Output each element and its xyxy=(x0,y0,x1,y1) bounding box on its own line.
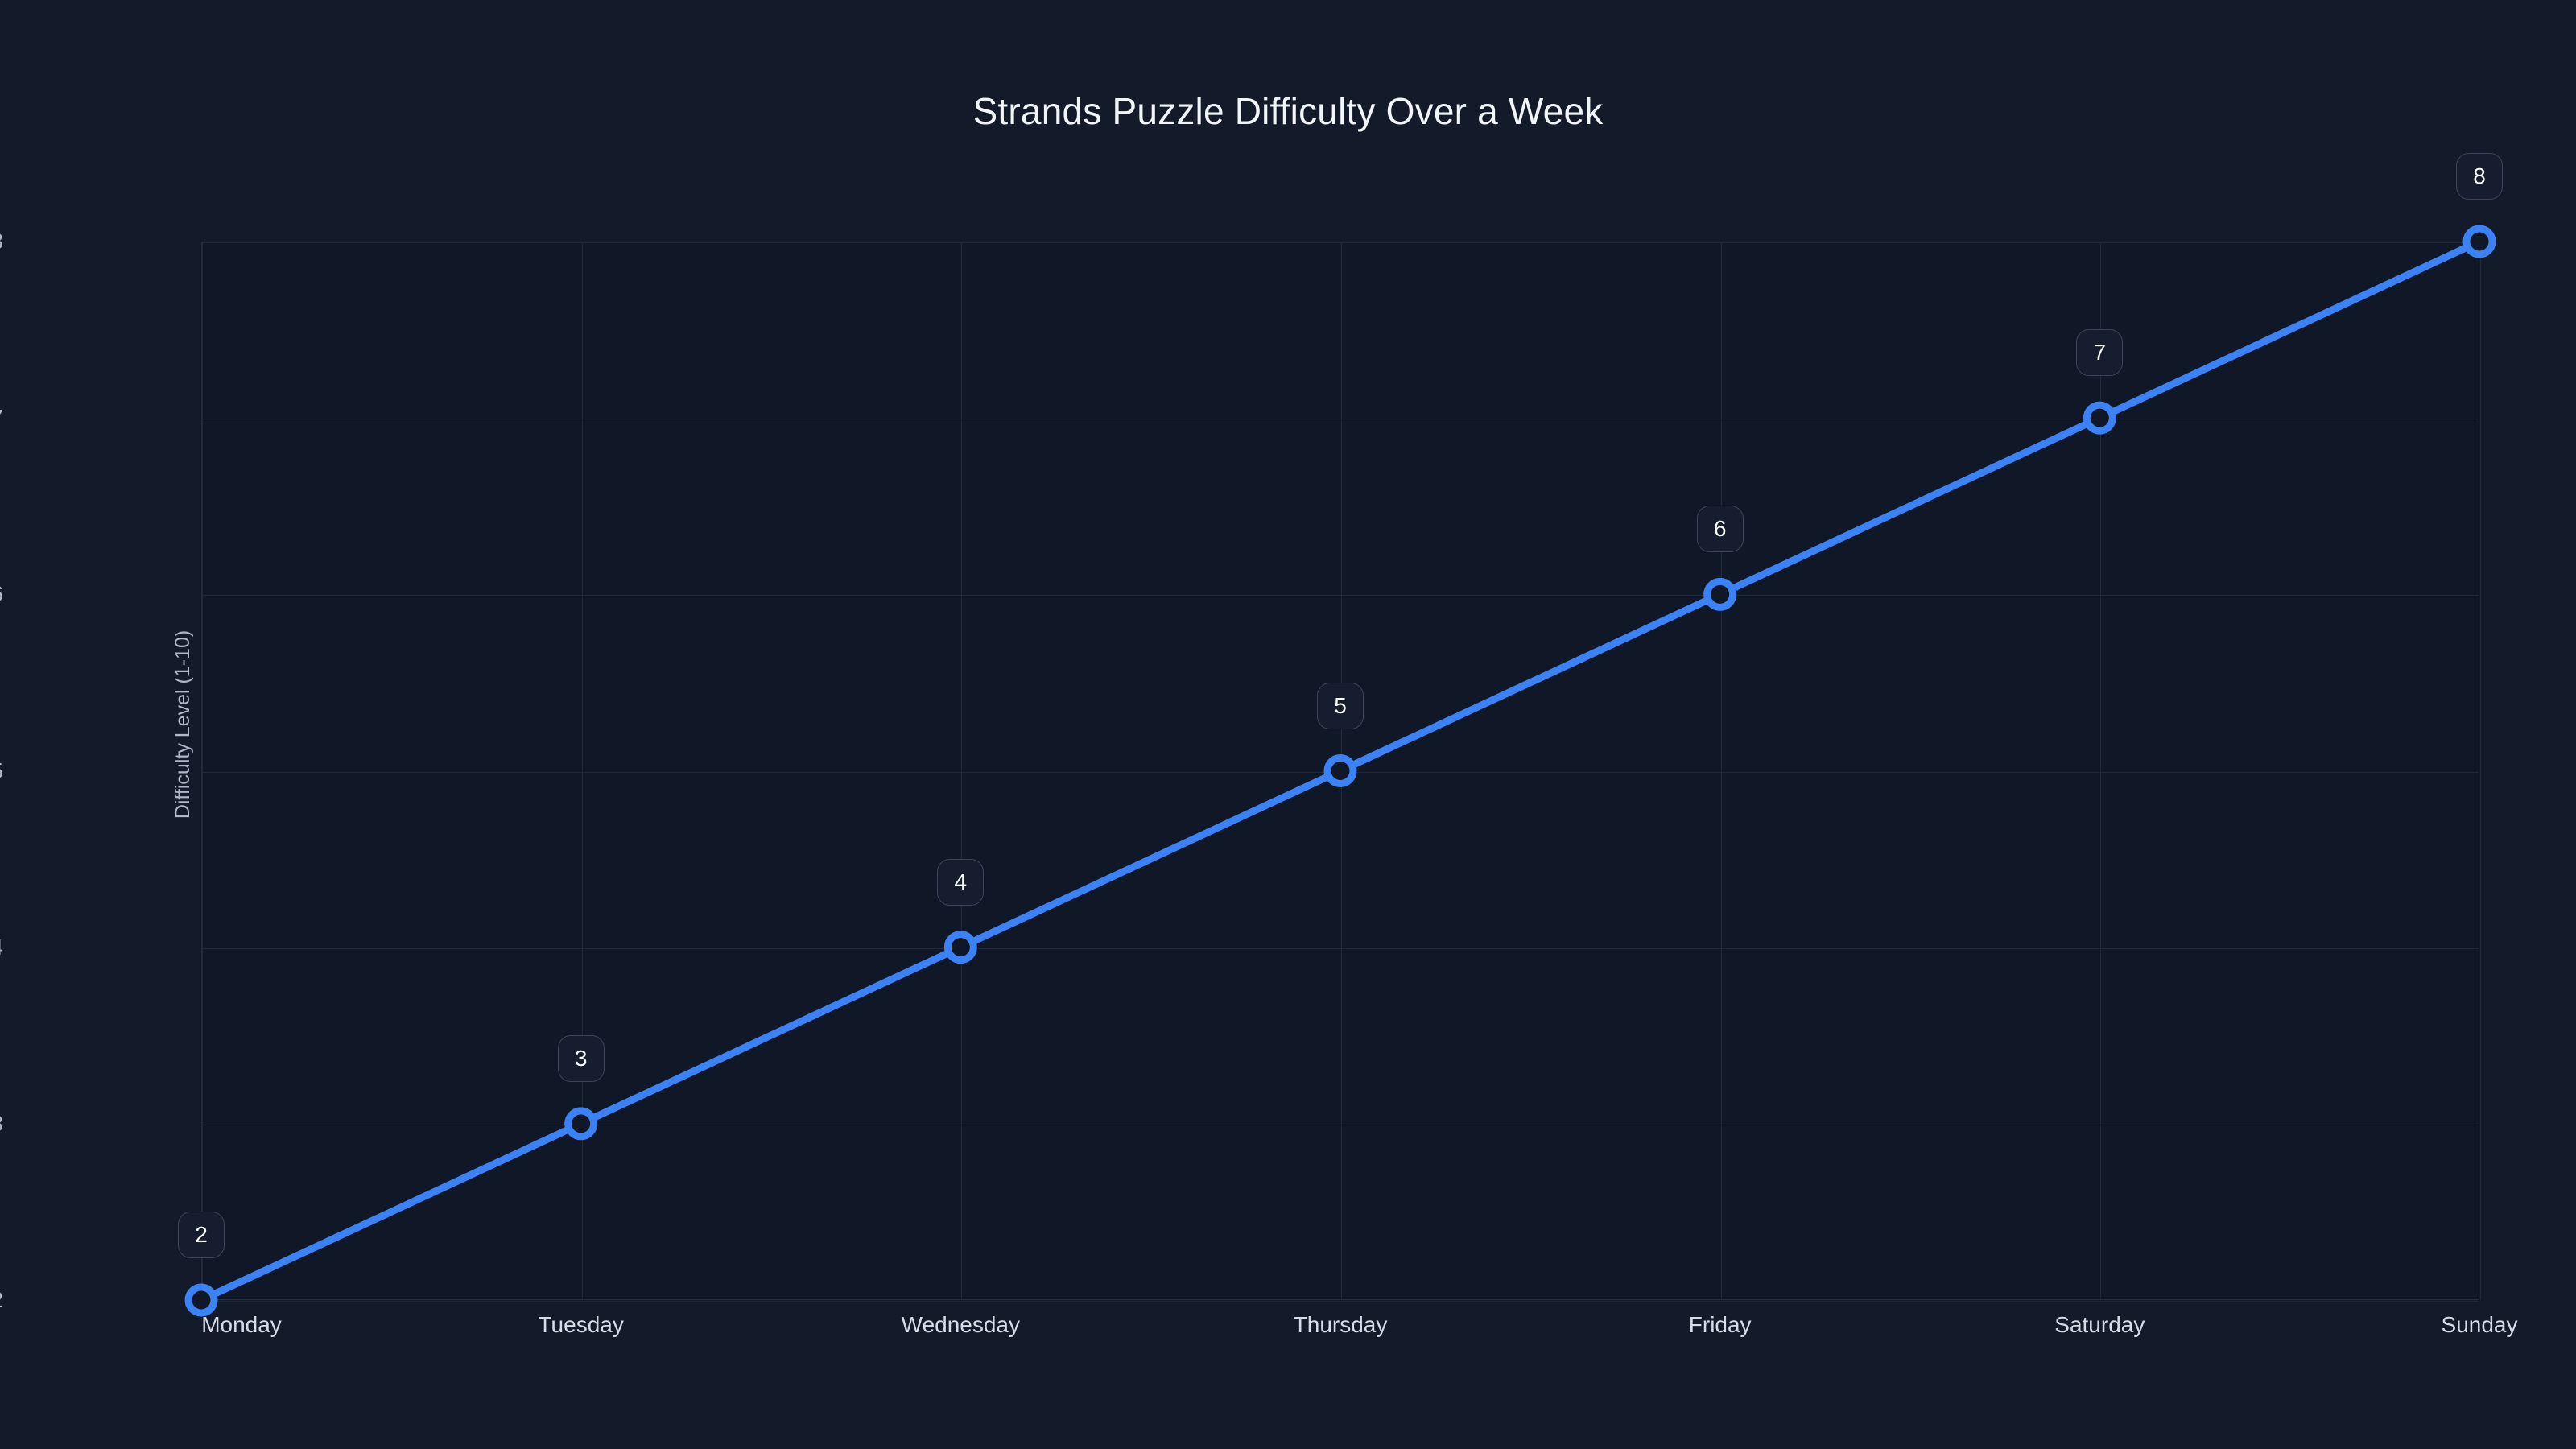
data-point-value-badge: 4 xyxy=(937,858,985,906)
data-point-value-badge: 5 xyxy=(1317,682,1364,729)
x-axis-tick-label: Tuesday xyxy=(538,1312,624,1337)
x-axis-tick-label: Saturday xyxy=(2054,1312,2145,1337)
data-point-value-badge: 2 xyxy=(178,1212,225,1258)
data-point-value-badge: 3 xyxy=(557,1034,605,1082)
y-axis-tick-label: 2 xyxy=(0,1289,3,1311)
data-point-value-badge: 8 xyxy=(2456,153,2503,200)
x-axis-tick-label: Thursday xyxy=(1293,1312,1388,1337)
x-axis-tick-label: Monday xyxy=(201,1312,282,1337)
x-axis-tick-label: Sunday xyxy=(2441,1312,2518,1337)
gridline-horizontal xyxy=(202,947,2479,949)
gridline-horizontal xyxy=(202,1301,2479,1302)
gridline-vertical xyxy=(581,242,583,1299)
gridline-vertical xyxy=(1341,242,1342,1299)
gridline-horizontal xyxy=(202,242,2479,243)
y-axis-tick-label: 5 xyxy=(0,759,3,782)
data-point-value-badge: 6 xyxy=(1696,506,1744,553)
gridline-vertical xyxy=(2480,242,2481,1299)
gridline-vertical xyxy=(961,242,963,1299)
y-axis-tick-label: 6 xyxy=(0,583,3,605)
y-axis-title: Difficulty Level (1-10) xyxy=(171,630,195,819)
gridline-vertical xyxy=(1720,242,1722,1299)
gridline-vertical xyxy=(2100,242,2102,1299)
data-point-value-badge: 7 xyxy=(2076,329,2124,377)
y-axis-tick-label: 8 xyxy=(0,230,3,253)
plot-area xyxy=(201,242,2481,1302)
y-axis-tick-label: 4 xyxy=(0,935,3,959)
y-axis-tick-label: 7 xyxy=(0,407,3,429)
chart-title: Strands Puzzle Difficulty Over a Week xyxy=(972,90,1604,132)
gridline-horizontal xyxy=(202,595,2479,597)
x-axis-tick-label: Friday xyxy=(1688,1312,1752,1337)
x-axis-tick-label: Wednesday xyxy=(901,1312,1020,1337)
gridline-horizontal xyxy=(202,771,2479,773)
y-axis-tick-label: 3 xyxy=(0,1112,3,1135)
gridline-vertical xyxy=(202,242,203,1299)
